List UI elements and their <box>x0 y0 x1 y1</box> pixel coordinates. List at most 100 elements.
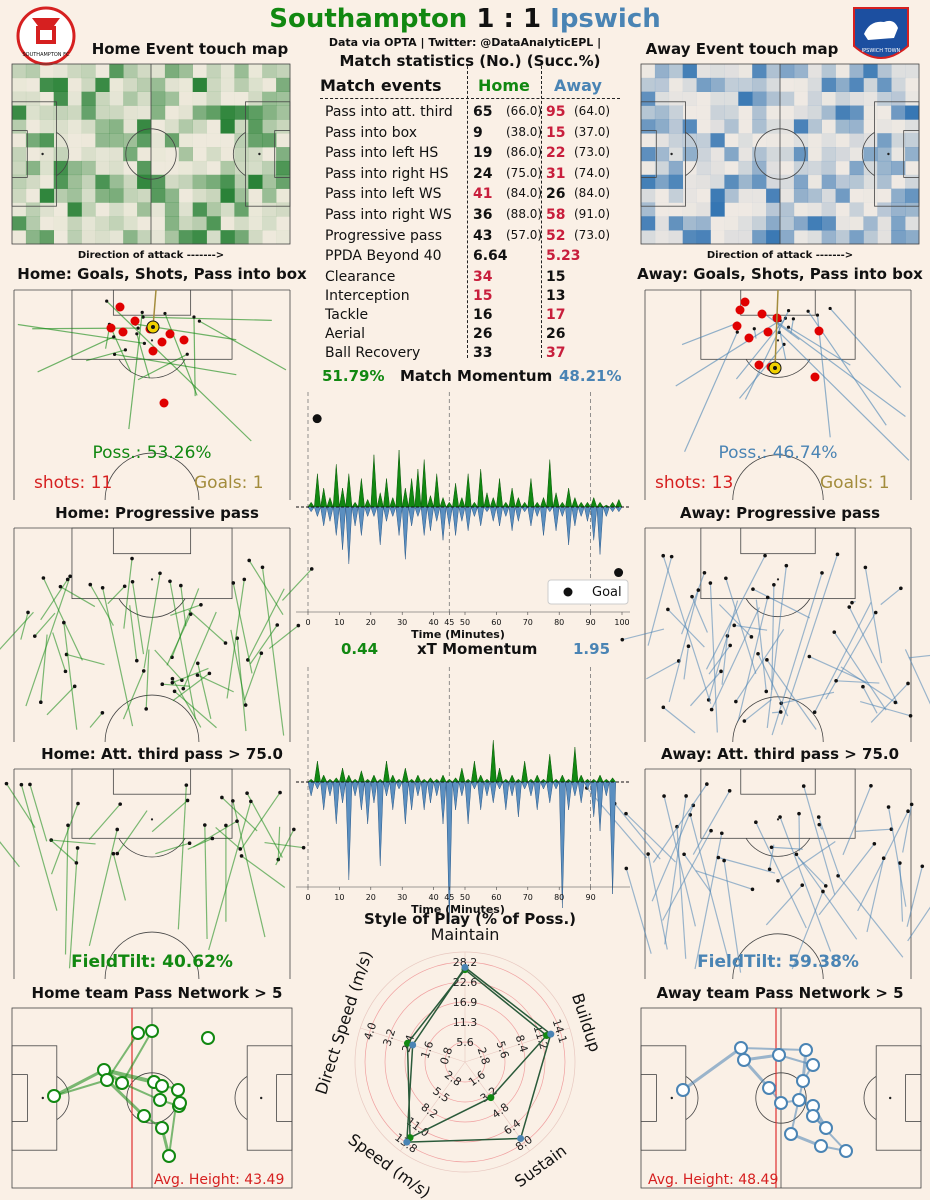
heat-cell <box>641 133 656 148</box>
heat-cell <box>877 91 892 106</box>
pass-arrow <box>776 840 836 883</box>
x-axis-label: Time (Minutes) <box>411 628 505 641</box>
xt-momentum-chart: 0 10 20 30 40 45 50 60 70 80 90 Time (Minutes) <box>296 667 630 923</box>
heat-cell <box>724 160 739 176</box>
pass-line <box>241 855 286 889</box>
pass-line <box>277 826 281 860</box>
radar-axis-label: Speed (m/s) <box>345 1130 435 1200</box>
stats-row: Pass into left HS 19 (86.0) 22 (73.0) <box>320 145 620 163</box>
pass-end-dot <box>115 851 120 856</box>
stat-label: Tackle <box>325 306 369 323</box>
heat-cell <box>248 188 263 203</box>
pass-arrow <box>801 784 836 895</box>
heat-cell <box>109 188 124 203</box>
pass-end-dot <box>32 634 37 638</box>
heat-cell <box>12 174 27 189</box>
pass-line <box>226 579 245 699</box>
heat-cell <box>67 147 82 162</box>
heat-cell <box>234 174 249 189</box>
heat-cell <box>262 119 277 134</box>
penalty-arc <box>685 1076 699 1120</box>
heat-cell <box>262 230 277 245</box>
pass-arrow <box>168 579 197 720</box>
box-pass-line <box>32 327 139 330</box>
heat-cell <box>793 202 809 217</box>
heat-cell <box>164 216 180 231</box>
pass-line <box>40 634 48 703</box>
box-pass-line <box>114 353 237 376</box>
pass-arrow <box>172 689 217 729</box>
pass-line <box>614 803 661 860</box>
heat-cell <box>192 77 207 92</box>
pass-line <box>64 825 69 955</box>
heat-cell <box>696 188 711 203</box>
pass-line <box>0 611 34 650</box>
heat-cell <box>668 133 683 148</box>
heat-cell <box>220 119 235 134</box>
pass-arrow <box>58 584 96 608</box>
box-pass-dot <box>192 315 196 319</box>
pass-line <box>692 790 731 855</box>
network-edge <box>105 1078 146 1118</box>
heat-cell <box>276 174 291 189</box>
heat-cell <box>821 202 836 217</box>
heat-cell <box>738 91 753 106</box>
player-node <box>799 1043 813 1057</box>
heat-cell <box>164 105 180 120</box>
pass-arrow <box>908 654 930 659</box>
heat-cell <box>807 202 822 217</box>
heat-cell <box>696 147 711 162</box>
heat-cell <box>123 147 138 162</box>
away-prog-pass-map <box>620 527 930 743</box>
pass-end-dot <box>66 823 70 828</box>
pass-arrow <box>624 866 652 954</box>
heat-cell <box>137 230 152 245</box>
heat-cell <box>682 160 697 176</box>
heat-cell <box>206 174 221 189</box>
pass-end-dot <box>817 822 822 827</box>
box-pass-dot <box>135 332 139 336</box>
pass-line <box>166 613 192 666</box>
heat-cell <box>220 64 235 79</box>
pass-arrow <box>193 819 239 848</box>
box-pass <box>141 315 272 321</box>
heat-cell <box>220 105 235 120</box>
pass-end-dot <box>861 684 865 689</box>
player-node <box>839 1144 853 1158</box>
pass-end-dot <box>749 635 754 639</box>
heat-cell <box>793 77 809 92</box>
stat-away-value: 13 <box>546 287 566 304</box>
player-node <box>145 1024 159 1038</box>
heat-cell <box>668 230 683 245</box>
heat-cell <box>668 147 683 162</box>
network-edge <box>740 1047 807 1051</box>
heat-cell <box>192 174 207 189</box>
pass-end-dot <box>118 802 122 806</box>
pass-arrow <box>732 623 768 631</box>
heat-cell <box>710 119 725 134</box>
heat-cell <box>710 105 725 120</box>
stat-label: Progressive pass <box>325 227 443 244</box>
pass-end-dot <box>821 889 825 894</box>
box-pass-dot <box>112 352 117 356</box>
heat-cell <box>738 160 753 176</box>
pass-end-dot <box>141 669 146 673</box>
pass-end-dot <box>65 577 70 582</box>
pass-line <box>151 800 188 833</box>
pass-line <box>20 612 29 640</box>
stat-home-value: 19 <box>473 145 493 162</box>
pass-line <box>246 792 283 858</box>
pass-arrow <box>170 602 203 617</box>
player-node <box>806 1109 820 1123</box>
pass-arrow <box>812 602 872 715</box>
pass-arrow <box>245 791 283 858</box>
box-pass-line <box>199 320 287 371</box>
heat-cell <box>137 160 152 176</box>
heat-cell <box>905 105 920 120</box>
heat-cell <box>95 202 110 217</box>
x-tick-label: 50 <box>460 893 470 902</box>
heat-cell <box>807 91 822 106</box>
heat-cell <box>877 216 892 231</box>
heat-cell <box>95 147 110 162</box>
pass-arrow <box>778 815 832 952</box>
